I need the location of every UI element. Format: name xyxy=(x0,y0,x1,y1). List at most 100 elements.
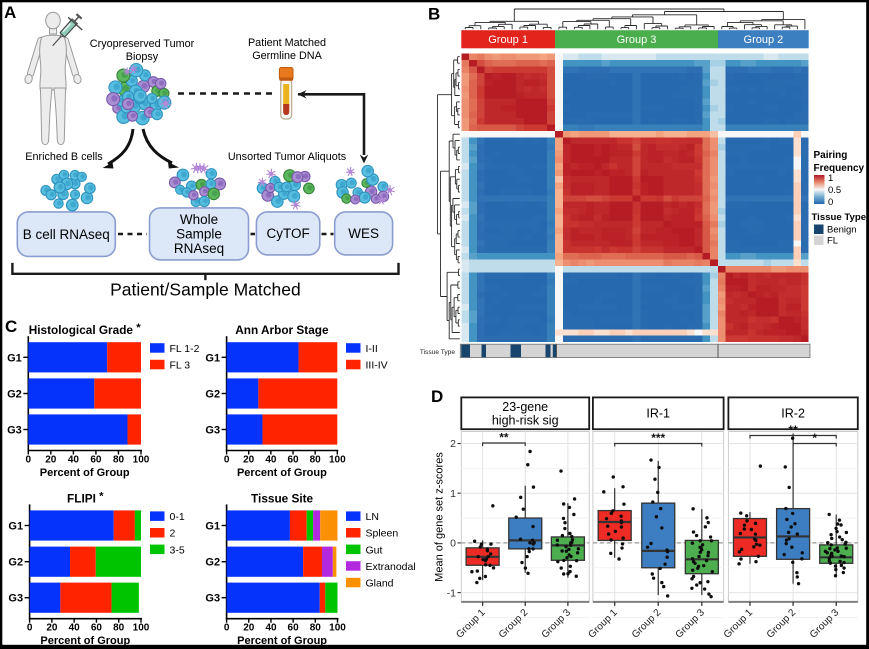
svg-text:1: 1 xyxy=(450,488,456,500)
svg-text:Extranodal: Extranodal xyxy=(366,561,416,573)
svg-text:FL 3: FL 3 xyxy=(170,360,191,372)
svg-text:B cell RNAseq: B cell RNAseq xyxy=(23,227,110,242)
svg-text:Group 1: Group 1 xyxy=(586,607,620,641)
svg-text:Germline DNA: Germline DNA xyxy=(252,50,322,62)
svg-text:100: 100 xyxy=(329,623,346,634)
svg-text:40: 40 xyxy=(265,455,277,466)
svg-text:80: 80 xyxy=(113,455,125,466)
svg-text:0: 0 xyxy=(26,455,32,466)
svg-text:Group 1: Group 1 xyxy=(454,607,488,641)
svg-text:G2: G2 xyxy=(8,557,23,569)
svg-text:Mean of gene set z-scores: Mean of gene set z-scores xyxy=(434,452,446,582)
svg-text:Ann Arbor Stage: Ann Arbor Stage xyxy=(235,323,329,337)
svg-text:Percent of Group: Percent of Group xyxy=(40,635,130,647)
svg-text:Group 2: Group 2 xyxy=(497,607,531,641)
svg-text:Pairing: Pairing xyxy=(814,150,848,161)
svg-text:RNAseq: RNAseq xyxy=(174,241,224,256)
svg-text:100: 100 xyxy=(133,455,150,466)
svg-text:Benign: Benign xyxy=(827,225,857,236)
svg-text:Biopsy: Biopsy xyxy=(126,51,159,63)
svg-text:80: 80 xyxy=(113,623,125,634)
svg-text:G2: G2 xyxy=(7,389,22,401)
svg-text:80: 80 xyxy=(310,455,322,466)
svg-text:40: 40 xyxy=(69,623,81,634)
svg-text:60: 60 xyxy=(90,455,102,466)
svg-text:G3: G3 xyxy=(205,425,220,437)
svg-text:0: 0 xyxy=(828,197,833,208)
svg-text:1: 1 xyxy=(828,173,833,184)
svg-text:Group 3: Group 3 xyxy=(617,34,657,46)
svg-text:3-5: 3-5 xyxy=(170,544,185,556)
svg-text:23-gene: 23-gene xyxy=(502,400,548,414)
svg-text:Histological Grade *: Histological Grade * xyxy=(29,322,142,337)
svg-text:Group 2: Group 2 xyxy=(765,607,799,641)
svg-text:20: 20 xyxy=(46,623,58,634)
svg-text:FL: FL xyxy=(827,236,838,247)
svg-text:Group 1: Group 1 xyxy=(722,607,756,641)
svg-text:G3: G3 xyxy=(205,593,220,605)
svg-text:20: 20 xyxy=(243,455,255,466)
svg-text:40: 40 xyxy=(265,623,277,634)
svg-text:0.5: 0.5 xyxy=(828,185,841,196)
svg-text:LN: LN xyxy=(366,511,379,523)
svg-text:Group 2: Group 2 xyxy=(630,607,664,641)
svg-text:**: ** xyxy=(499,431,509,445)
svg-text:WES: WES xyxy=(348,226,379,241)
svg-text:20: 20 xyxy=(45,455,57,466)
svg-text:Patient Matched: Patient Matched xyxy=(248,37,326,49)
svg-text:C: C xyxy=(5,317,17,336)
svg-text:Gland: Gland xyxy=(366,578,394,590)
svg-text:G2: G2 xyxy=(205,389,220,401)
svg-text:G1: G1 xyxy=(205,521,220,533)
svg-text:G1: G1 xyxy=(205,352,220,364)
svg-text:Gut: Gut xyxy=(366,544,383,556)
svg-text:Percent of Group: Percent of Group xyxy=(237,635,327,647)
svg-text:III-IV: III-IV xyxy=(366,360,388,372)
svg-text:*: * xyxy=(812,431,817,445)
svg-text:0-1: 0-1 xyxy=(170,511,185,523)
svg-text:100: 100 xyxy=(133,623,150,634)
svg-text:G1: G1 xyxy=(8,521,23,533)
svg-text:Group 3: Group 3 xyxy=(540,607,574,641)
svg-text:60: 60 xyxy=(287,455,299,466)
svg-text:80: 80 xyxy=(310,623,322,634)
svg-text:IR-1: IR-1 xyxy=(646,407,670,421)
svg-text:0: 0 xyxy=(450,538,456,550)
svg-text:CyTOF: CyTOF xyxy=(266,226,309,241)
svg-text:Frequency: Frequency xyxy=(814,163,865,174)
svg-text:0: 0 xyxy=(224,455,230,466)
svg-text:***: *** xyxy=(651,431,665,445)
svg-text:Sample: Sample xyxy=(176,227,222,242)
svg-text:FLIPI *: FLIPI * xyxy=(67,490,104,505)
svg-text:Group 3: Group 3 xyxy=(808,607,842,641)
svg-text:Whole: Whole xyxy=(180,212,218,227)
svg-text:Group 2: Group 2 xyxy=(744,34,784,46)
svg-text:Cryopreserved Tumor: Cryopreserved Tumor xyxy=(90,38,195,50)
svg-text:**: ** xyxy=(788,423,798,437)
svg-text:high-risk sig: high-risk sig xyxy=(492,413,559,427)
svg-text:Percent of Group: Percent of Group xyxy=(40,467,130,479)
svg-text:G1: G1 xyxy=(7,352,22,364)
svg-text:60: 60 xyxy=(91,623,103,634)
svg-text:0: 0 xyxy=(27,623,33,634)
svg-text:B: B xyxy=(428,5,440,24)
svg-text:Group 3: Group 3 xyxy=(674,607,708,641)
svg-text:Enriched B cells: Enriched B cells xyxy=(25,151,103,163)
svg-text:60: 60 xyxy=(288,623,300,634)
svg-text:0: 0 xyxy=(224,623,230,634)
svg-text:G3: G3 xyxy=(7,425,22,437)
svg-text:Spleen: Spleen xyxy=(366,528,399,540)
svg-text:Tissue Site: Tissue Site xyxy=(251,491,314,505)
svg-text:G2: G2 xyxy=(205,557,220,569)
svg-text:Group 1: Group 1 xyxy=(488,34,528,46)
svg-text:40: 40 xyxy=(68,455,80,466)
svg-text:FL 1-2: FL 1-2 xyxy=(170,343,200,355)
svg-text:2: 2 xyxy=(450,438,456,450)
svg-text:IR-2: IR-2 xyxy=(781,407,805,421)
svg-text:D: D xyxy=(431,387,443,406)
svg-text:A: A xyxy=(4,3,16,22)
svg-text:G3: G3 xyxy=(8,593,23,605)
svg-text:Tissue Type: Tissue Type xyxy=(420,349,456,356)
svg-text:Tissue Type: Tissue Type xyxy=(812,212,867,223)
svg-text:2: 2 xyxy=(170,528,176,540)
